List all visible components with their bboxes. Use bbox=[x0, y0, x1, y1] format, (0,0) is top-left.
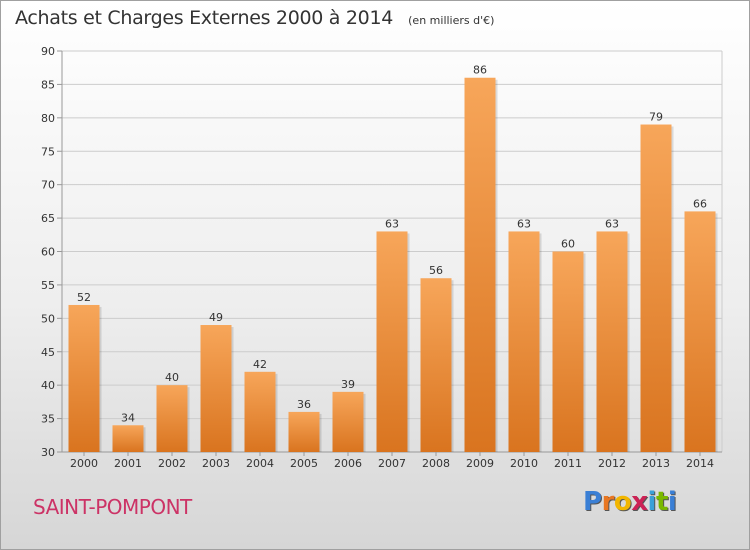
bar bbox=[684, 211, 716, 452]
x-tick-label: 2014 bbox=[686, 457, 714, 470]
x-tick-label: 2006 bbox=[334, 457, 362, 470]
data-label: 49 bbox=[209, 311, 223, 324]
x-tick-label: 2013 bbox=[642, 457, 670, 470]
logo-letter: i bbox=[647, 487, 657, 517]
axis-layer: 30 35 40 45 50 55 60 65 70 75 80 85 90 2000 2001 2002 20… bbox=[41, 45, 722, 470]
x-tick-label: 2000 bbox=[70, 457, 98, 470]
data-label: 60 bbox=[561, 238, 575, 251]
label-layer: 52 34 40 49 42 36 39 63 56 86 63 60 63 79 66 bbox=[77, 64, 707, 425]
x-tick-label: 2011 bbox=[554, 457, 582, 470]
data-label: 66 bbox=[693, 197, 707, 210]
bar bbox=[596, 231, 628, 452]
x-tick-label: 2012 bbox=[598, 457, 626, 470]
x-tick-label: 2010 bbox=[510, 457, 538, 470]
chart-title: Achats et Charges Externes 2000 à 2014 bbox=[15, 7, 394, 29]
y-tick-label: 90 bbox=[41, 45, 55, 58]
unit-label: (en milliers d'€) bbox=[408, 14, 495, 27]
title-row: Achats et Charges Externes 2000 à 2014 (… bbox=[15, 7, 494, 29]
logo-letter: o bbox=[613, 487, 632, 517]
x-tick-label: 2008 bbox=[422, 457, 450, 470]
bar bbox=[68, 304, 100, 452]
y-tick-label: 40 bbox=[41, 379, 55, 392]
data-label: 86 bbox=[473, 64, 487, 77]
bar bbox=[508, 231, 540, 452]
data-label: 63 bbox=[605, 217, 619, 230]
data-label: 40 bbox=[165, 371, 179, 384]
y-tick-label: 45 bbox=[41, 346, 55, 359]
bar bbox=[552, 251, 584, 452]
logo-letter: P bbox=[583, 487, 602, 517]
logo-letter: r bbox=[601, 487, 615, 517]
logo-letter: i bbox=[667, 487, 677, 517]
bar bbox=[464, 77, 496, 452]
bar bbox=[156, 385, 188, 452]
data-label: 52 bbox=[77, 291, 91, 304]
x-tick-label: 2005 bbox=[290, 457, 318, 470]
x-tick-label: 2007 bbox=[378, 457, 406, 470]
data-label: 42 bbox=[253, 358, 267, 371]
data-label: 39 bbox=[341, 378, 355, 391]
y-tick-label: 50 bbox=[41, 312, 55, 325]
x-tick-label: 2004 bbox=[246, 457, 274, 470]
y-tick-label: 70 bbox=[41, 179, 55, 192]
bar-layer bbox=[68, 77, 718, 453]
data-label: 63 bbox=[385, 217, 399, 230]
data-label: 56 bbox=[429, 264, 443, 277]
data-label: 36 bbox=[297, 398, 311, 411]
bar bbox=[332, 391, 364, 452]
logo-letter: t bbox=[655, 487, 668, 517]
y-tick-label: 85 bbox=[41, 78, 55, 91]
y-tick-label: 80 bbox=[41, 112, 55, 125]
x-tick-label: 2009 bbox=[466, 457, 494, 470]
x-tick-label: 2003 bbox=[202, 457, 230, 470]
proxiti-logo[interactable]: Proxiti bbox=[583, 487, 677, 517]
data-label: 34 bbox=[121, 411, 135, 424]
x-tick-label: 2002 bbox=[158, 457, 186, 470]
commune-name: SAINT-POMPONT bbox=[33, 495, 192, 519]
y-tick-label: 65 bbox=[41, 212, 55, 225]
logo-letter: x bbox=[631, 487, 648, 517]
bar bbox=[376, 231, 408, 452]
y-tick-label: 55 bbox=[41, 279, 55, 292]
data-label: 63 bbox=[517, 217, 531, 230]
data-label: 79 bbox=[649, 111, 663, 124]
bar bbox=[244, 371, 276, 452]
x-tick-label: 2001 bbox=[114, 457, 142, 470]
y-tick-label: 75 bbox=[41, 145, 55, 158]
y-tick-label: 60 bbox=[41, 246, 55, 259]
y-tick-label: 35 bbox=[41, 413, 55, 426]
bar bbox=[420, 278, 452, 452]
bar bbox=[288, 411, 320, 452]
y-tick-label: 30 bbox=[41, 446, 55, 459]
bar bbox=[112, 425, 144, 452]
bar bbox=[640, 124, 672, 453]
bar bbox=[200, 325, 232, 452]
